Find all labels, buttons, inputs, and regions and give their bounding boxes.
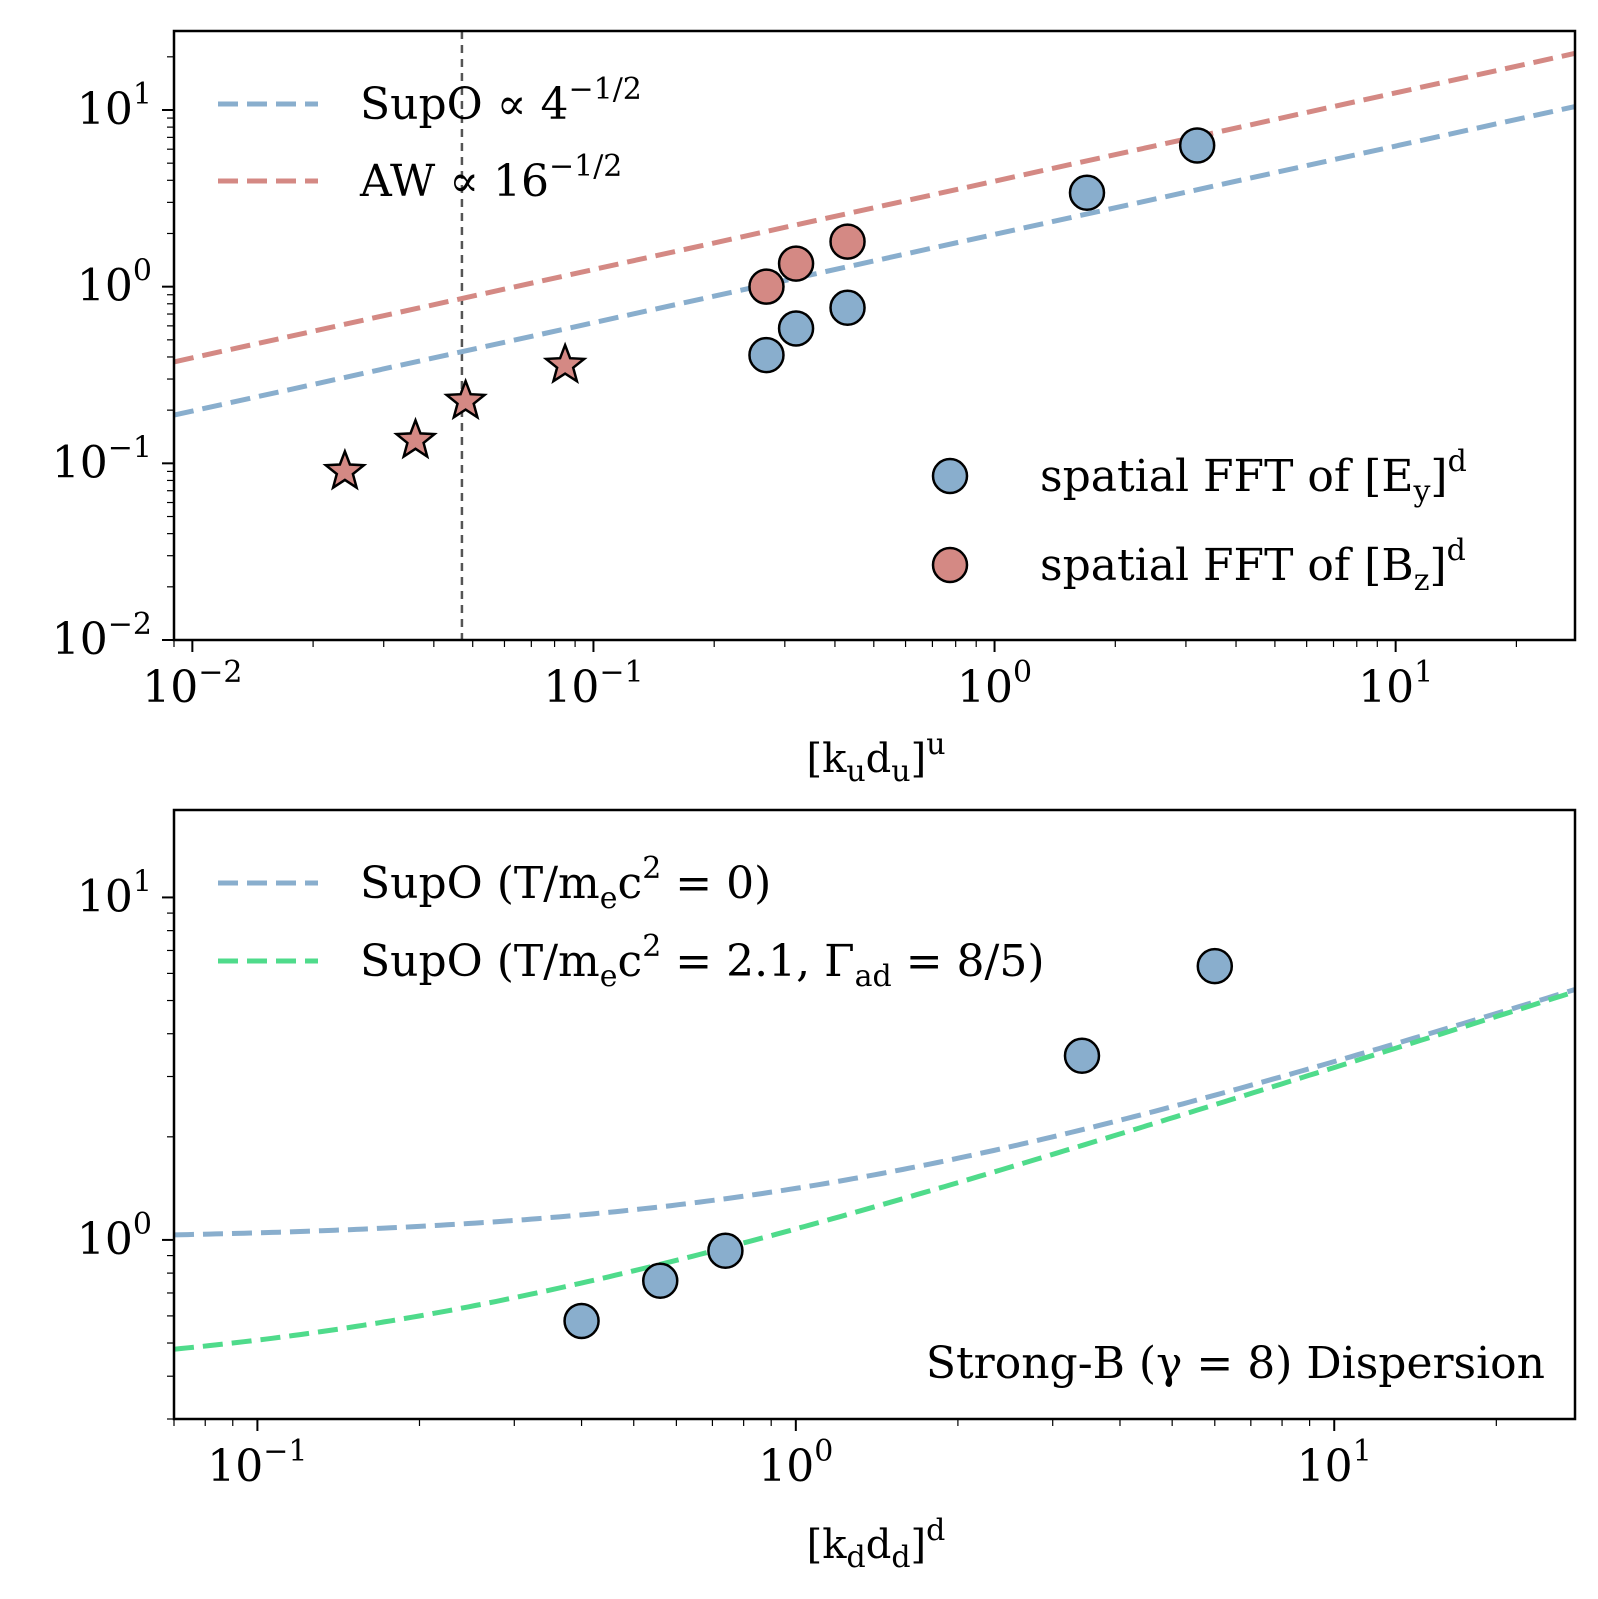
data-point: [563, 1302, 600, 1340]
data-point: [641, 1262, 679, 1299]
ey-data-point: [1068, 174, 1106, 212]
bottom-xlabel: [kddd]d: [807, 1513, 946, 1575]
top-x-tick-label: 10−1: [543, 655, 643, 713]
legend-label-aw: AW ∝ 16−1/2: [359, 149, 622, 207]
data-point: [1196, 947, 1234, 985]
bottom-plot-frame: [172, 808, 1577, 1421]
top-y-tick-label: 10−2: [52, 607, 152, 665]
ey-data-point: [1178, 127, 1216, 164]
data-point: [707, 1232, 744, 1269]
dispersion-line-aw: [174, 50, 1575, 365]
bz-data-point: [829, 223, 866, 260]
bottom-x-tick-label: 101: [1297, 1434, 1372, 1492]
ey-data-point: [748, 336, 785, 374]
data-point: [1063, 1037, 1101, 1074]
legend-label-supo-cold: SupO (T/mec2 = 0): [360, 851, 771, 916]
top-y-tick-label: 10−1: [52, 430, 152, 488]
bz-data-point: [748, 268, 785, 305]
top-x-tick-label: 101: [1358, 655, 1433, 713]
star-data-point: [322, 447, 368, 491]
legend-label-bz: spatial FFT of [Bz]d: [1040, 533, 1466, 598]
top-x-tick-label: 100: [957, 655, 1032, 713]
bottom-line-legend: SupO (T/mec2 = 0) SupO (T/mec2 = 2.1, Γa…: [218, 851, 1045, 994]
dispersion-line-supo: [174, 104, 1575, 418]
top-y-tick-label: 101: [77, 77, 152, 135]
bottom-panel: 10−1 100 101 100 101 SupO (T/mec2 = 0) SupO …: [77, 808, 1577, 1575]
top-plot-frame: [172, 29, 1577, 642]
top-y-tick-label: 100: [77, 254, 152, 312]
bottom-x-tick-label: 10−1: [207, 1434, 307, 1492]
dispersion-curve-cold: [174, 987, 1575, 1238]
star-data-point: [542, 341, 588, 385]
dispersion-annotation: Strong-B (γ = 8) Dispersion: [926, 1338, 1545, 1389]
bottom-y-tick-label: 100: [77, 1207, 152, 1265]
top-line-legend: SupO ∝ 4−1/2 AW ∝ 16−1/2: [218, 72, 642, 207]
legend-label-ey: spatial FFT of [Ey]d: [1040, 444, 1467, 509]
bz-data-point: [777, 245, 815, 282]
legend-label-supo: SupO ∝ 4−1/2: [360, 72, 642, 130]
top-x-tick-label: 10−2: [142, 655, 242, 713]
legend-marker-bz: [931, 546, 969, 584]
legend-label-supo-hot: SupO (T/mec2 = 2.1, Γad = 8/5): [360, 929, 1045, 994]
star-data-point: [443, 377, 488, 421]
bottom-y-tick-label: 101: [77, 864, 152, 922]
star-data-point: [393, 416, 438, 460]
legend-marker-ey: [931, 457, 969, 495]
ey-data-point: [777, 310, 815, 347]
dispersion-curve-hot: [174, 989, 1575, 1352]
top-xlabel: [kudu]u: [806, 727, 945, 789]
top-panel: 10−2 10−1 100 101 10−2 10−1 100 101 SupO ∝ 4−1/…: [52, 29, 1577, 789]
bottom-x-tick-label: 100: [758, 1434, 833, 1492]
ey-data-point: [829, 289, 866, 326]
top-marker-legend: spatial FFT of [Ey]d spatial FFT of [Bz]…: [931, 444, 1467, 598]
